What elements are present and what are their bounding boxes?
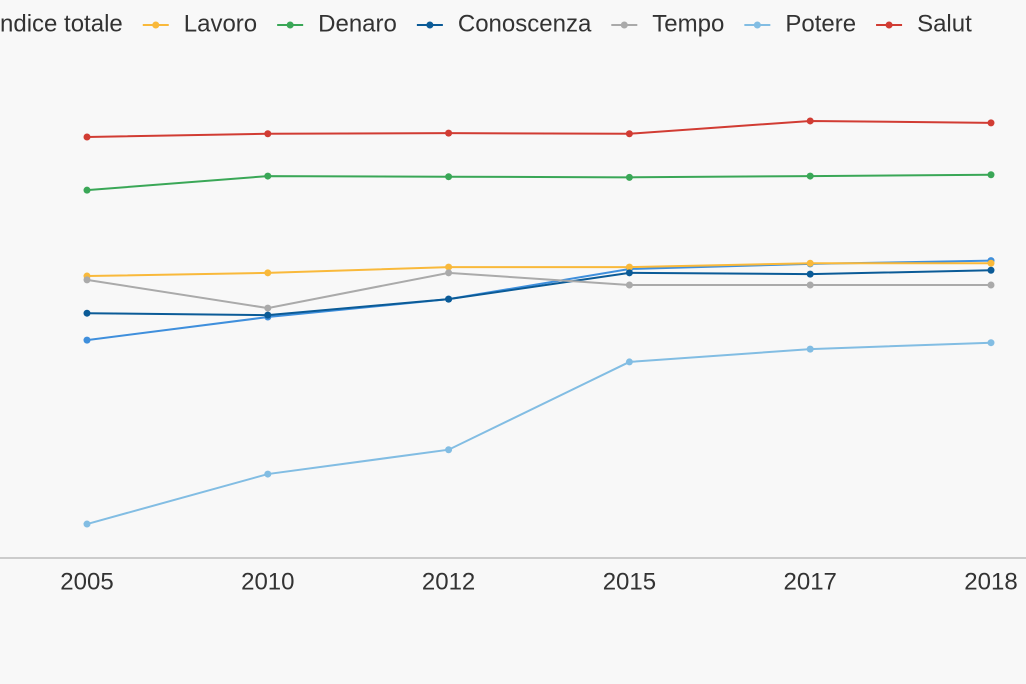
data-point bbox=[625, 358, 633, 366]
legend-item: ndice totale bbox=[0, 10, 123, 37]
data-point bbox=[987, 339, 995, 347]
data-point bbox=[83, 520, 91, 528]
legend-label: Tempo bbox=[652, 10, 724, 37]
legend-label: Conoscenza bbox=[458, 10, 592, 37]
x-tick-label: 2005 bbox=[60, 568, 113, 595]
series-line bbox=[86, 119, 992, 138]
data-point bbox=[83, 133, 91, 141]
legend-label: Denaro bbox=[318, 10, 397, 37]
data-point bbox=[83, 186, 91, 194]
data-point bbox=[987, 266, 995, 274]
data-point bbox=[264, 130, 272, 138]
legend-item: Lavoro bbox=[142, 10, 257, 37]
series-line bbox=[86, 341, 992, 526]
data-point bbox=[264, 470, 272, 478]
legend-item: Potere bbox=[744, 10, 856, 37]
data-point bbox=[625, 269, 633, 277]
data-point bbox=[264, 172, 272, 180]
legend-label: Lavoro bbox=[184, 10, 257, 37]
series-line bbox=[86, 262, 991, 278]
series-line bbox=[86, 271, 991, 310]
legend-dot bbox=[620, 21, 628, 29]
data-point bbox=[806, 172, 814, 180]
x-tick-label: 2017 bbox=[784, 568, 837, 595]
data-point bbox=[625, 130, 633, 138]
x-tick-label: 2018 bbox=[964, 568, 1017, 595]
legend-dot bbox=[753, 21, 761, 29]
data-point bbox=[625, 263, 633, 271]
data-point bbox=[806, 117, 814, 125]
legend-item: Denaro bbox=[277, 10, 397, 37]
data-point bbox=[83, 276, 91, 284]
series-line bbox=[86, 269, 992, 317]
data-point bbox=[445, 263, 453, 271]
legend-label: ndice totale bbox=[0, 10, 123, 37]
legend-dot bbox=[286, 21, 294, 29]
data-point bbox=[987, 281, 995, 289]
data-point bbox=[987, 259, 995, 267]
legend-item: Tempo bbox=[611, 10, 724, 37]
data-point bbox=[83, 309, 91, 317]
x-tick-label: 2010 bbox=[241, 568, 294, 595]
x-tick-label: 2012 bbox=[422, 568, 475, 595]
data-point bbox=[264, 269, 272, 277]
data-point bbox=[264, 311, 272, 319]
data-point bbox=[83, 336, 91, 344]
legend-dot bbox=[885, 21, 893, 29]
data-point bbox=[625, 173, 633, 181]
data-point bbox=[806, 281, 814, 289]
series-line bbox=[86, 173, 992, 192]
data-point bbox=[806, 270, 814, 278]
legend-dot bbox=[426, 21, 434, 29]
legend-dot bbox=[152, 21, 160, 29]
legend-item: Conoscenza bbox=[416, 10, 592, 37]
data-point bbox=[445, 173, 453, 181]
data-point bbox=[264, 304, 272, 312]
legend-label: Salut bbox=[917, 10, 972, 37]
data-point bbox=[445, 295, 453, 303]
data-point bbox=[445, 269, 453, 277]
data-point bbox=[445, 129, 453, 137]
legend-label: Potere bbox=[785, 10, 856, 37]
data-point bbox=[445, 446, 453, 454]
data-point bbox=[806, 259, 814, 267]
data-point bbox=[806, 345, 814, 353]
data-point bbox=[987, 171, 995, 179]
legend-item: Salut bbox=[876, 10, 972, 37]
data-point bbox=[987, 119, 995, 127]
data-point bbox=[625, 281, 633, 289]
x-tick-label: 2015 bbox=[603, 568, 656, 595]
